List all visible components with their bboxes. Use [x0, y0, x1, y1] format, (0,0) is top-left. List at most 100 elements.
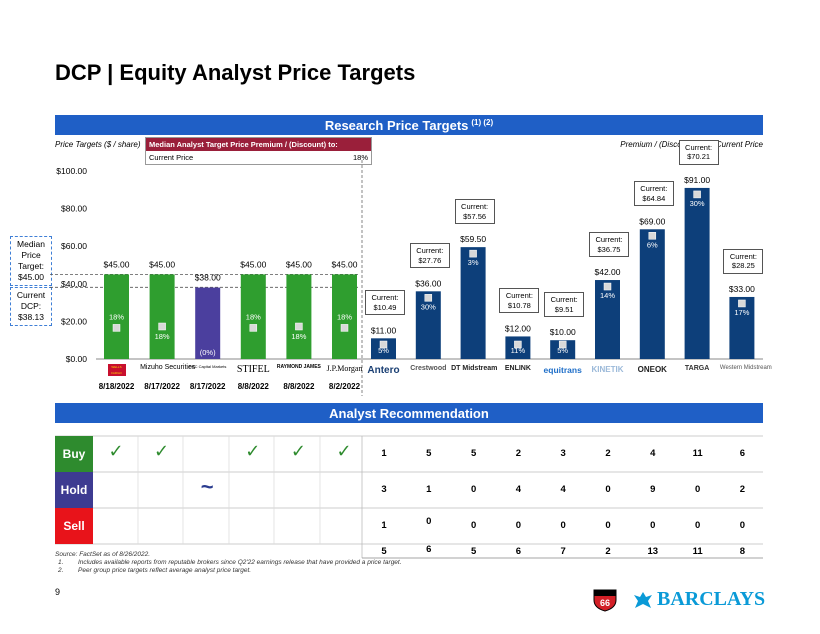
dcp-bar-marker: [112, 324, 121, 332]
peer-bar-value-label: $59.50: [460, 234, 486, 244]
callout-caption: Current:: [685, 142, 713, 152]
hold-tilde-icon: ~: [200, 474, 214, 499]
dcp-bar: [149, 274, 175, 359]
peer-bar-premium-label: 6%: [647, 240, 658, 249]
peer-hold-count: 1: [426, 484, 432, 495]
broker-date-label: 8/17/2022: [189, 382, 226, 391]
peer-bar-premium-label: 30%: [690, 199, 705, 208]
peer-bar: [684, 187, 710, 359]
dcp-bar-value-label: $45.00: [332, 259, 358, 269]
peer-bar-premium-label: 5%: [557, 346, 568, 355]
peer-sell-count: 0: [426, 516, 432, 527]
peer-bar-premium-label: 5%: [378, 346, 389, 355]
peer-total-count: 2: [605, 546, 611, 557]
buy-check-icon: ✓: [108, 441, 124, 461]
peer-current-price-callout: Current: $70.21: [678, 139, 719, 165]
footnote-2: Peer group price targets reflect average…: [78, 567, 252, 574]
peer-bar-marker: [558, 340, 567, 349]
peer-bar-marker: [469, 249, 477, 258]
peer-logo: equitrans: [543, 365, 582, 375]
left-axis-caption: Price Targets ($ / share): [55, 140, 141, 149]
peer-buy-count: 2: [515, 448, 522, 459]
peer-sell-count: 0: [470, 520, 477, 531]
broker-date-label: 8/18/2022: [98, 382, 135, 391]
callout-price: $9.51: [554, 304, 574, 314]
peer-sell-count: 0: [650, 520, 656, 531]
peer-sell-count: 0: [560, 520, 566, 531]
median-premium-header: Median Analyst Target Price Premium / (D…: [146, 138, 371, 151]
dcp-bar-premium-label: 18%: [155, 332, 170, 341]
research-band-label: Research Price Targets: [324, 117, 469, 133]
peer-buy-count: 5: [470, 448, 477, 459]
peer-sell-count: 0: [739, 520, 746, 531]
peer-bar: [550, 340, 576, 359]
current-dcp-line: Current: [16, 290, 46, 300]
peer-bar-value-label: $33.00: [729, 284, 755, 294]
peer-current-price-callout: Current: $10.78: [499, 288, 540, 314]
footnote-1-number: 1.: [58, 559, 64, 566]
peer-bar-marker: [514, 340, 522, 349]
peer-buy-count: 3: [560, 448, 566, 459]
median-row-value: 18%: [352, 153, 368, 162]
peer-bar: [639, 229, 665, 359]
peer-current-price-callout: Current: $64.84: [633, 181, 674, 207]
peer-current-price-callout: Current: $36.75: [589, 232, 629, 258]
peer-total-count: 13: [647, 546, 659, 557]
research-band-footnote-ref: (1) (2): [471, 117, 494, 127]
median-premium-table: Median Analyst Target Price Premium / (D…: [145, 137, 372, 165]
sell-row-label: Sell: [55, 508, 93, 544]
peer-bar-value-label: $36.00: [415, 278, 441, 288]
peer-logo: TARGA: [684, 365, 710, 372]
dcp-bar-value-label: $45.00: [104, 259, 130, 269]
callout-price: $64.84: [642, 193, 666, 203]
peer-bar-marker: [379, 340, 388, 349]
peer-bar-premium-label: 11%: [511, 346, 526, 355]
callout-caption: Current:: [371, 293, 399, 303]
peer-current-price-callout: Current: $10.49: [365, 290, 405, 316]
peer-bar: [460, 247, 486, 359]
barclays-wordmark: BARCLAYS: [657, 588, 766, 610]
buy-row-label: Buy: [55, 436, 93, 472]
peer-hold-count: 0: [694, 484, 701, 495]
dcp-bar: [286, 274, 312, 359]
peer-current-price-callout: Current: $57.56: [454, 199, 495, 225]
dcp-bar-value-label: $38.00: [195, 273, 221, 283]
peer-bar-marker: [693, 190, 701, 199]
current-dcp-box: Current DCP: $38.13: [10, 287, 52, 326]
peer-total-count: 6: [426, 544, 432, 555]
barclays-logo: BARCLAYS: [632, 588, 765, 611]
dcp-bar: [195, 287, 221, 359]
peer-bar-premium-label: 14%: [600, 291, 615, 300]
broker-logo: J.P.Morgan: [326, 364, 363, 373]
peer-bar-premium-label: 17%: [734, 308, 749, 317]
peer-logo: KINETIK: [591, 365, 624, 374]
recommendation-grid: [55, 435, 763, 559]
peer-hold-count: 4: [515, 484, 522, 495]
peer-bar-value-label: $69.00: [639, 216, 665, 226]
peer-logo: Crestwood: [410, 365, 447, 372]
peer-logo: Western Midstream: [719, 365, 772, 371]
peer-logo: ONEOK: [637, 365, 667, 374]
peer-bar-value-label: $11.00: [371, 325, 397, 335]
peer-hold-count: 0: [605, 484, 611, 495]
broker-logo: RBC Capital Markets: [189, 364, 227, 369]
peer-total-count: 11: [692, 546, 703, 557]
peer-bar-premium-label: 3%: [468, 258, 479, 267]
y-tick-label: $60.00: [61, 241, 87, 251]
median-row-label: Current Price: [149, 153, 194, 162]
peer-sell-count: 0: [694, 520, 701, 531]
dcp-bar-marker: [158, 322, 166, 331]
peer-total-count: 6: [515, 546, 522, 557]
median-box-line: Target:: [18, 261, 44, 271]
peer-total-count: 5: [470, 546, 477, 557]
median-box-line: $45.00: [18, 272, 44, 282]
dcp-bar-premium-label: 18%: [291, 332, 306, 341]
peer-bar-value-label: $91.00: [684, 175, 710, 185]
broker-date-label: 8/17/2022: [144, 382, 180, 391]
peer-current-price-callout: Current: $27.76: [409, 243, 450, 269]
callout-caption: Current:: [640, 184, 668, 194]
peer-bar-marker: [648, 232, 657, 240]
peer-buy-count: 5: [426, 448, 432, 459]
callout-price: $10.78: [507, 300, 531, 310]
dcp-bar-premium-label: 18%: [109, 312, 124, 321]
